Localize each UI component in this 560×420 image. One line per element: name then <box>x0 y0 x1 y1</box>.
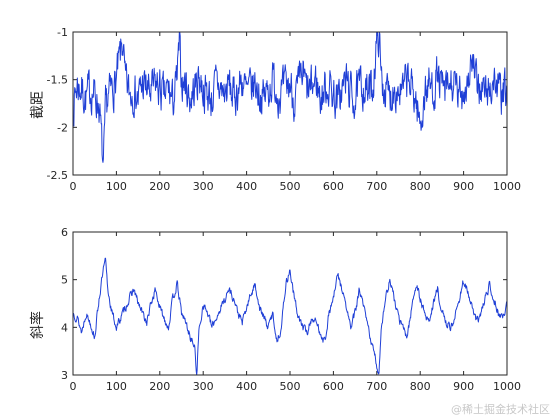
intercept-xtick-label: 200 <box>149 180 170 193</box>
intercept-xtick-label: 600 <box>323 180 344 193</box>
intercept-xtick-label: 300 <box>193 180 214 193</box>
slope-xtick-label: 100 <box>106 380 127 393</box>
intercept-ytick-label: -1 <box>57 26 68 39</box>
intercept-axes-box <box>72 31 508 176</box>
slope-ytick-label: 3 <box>61 369 68 382</box>
slope-ticks: 0 100 200 300 400 500 600 700 800 900 1000 6 5 4 3 <box>61 226 521 393</box>
intercept-plot: 截距 0 100 200 300 400 500 600 700 800 900 1000 -1 -1.… <box>30 26 521 193</box>
slope-plot: 斜率 0 100 200 300 400 500 600 700 800 900 1000 6 5 4 3 <box>29 226 521 393</box>
intercept-xtick-label: 100 <box>106 180 127 193</box>
intercept-xtick-label: 500 <box>280 180 301 193</box>
intercept-xtick-label: 0 <box>70 180 77 193</box>
intercept-xtick-label: 1000 <box>493 180 521 193</box>
slope-xtick-label: 400 <box>236 380 257 393</box>
slope-series-line <box>72 257 508 376</box>
slope-ytick-label: 5 <box>61 274 68 287</box>
watermark: @稀土掘金技术社区 <box>451 403 550 416</box>
intercept-xtick-label: 700 <box>366 180 387 193</box>
slope-xtick-label: 500 <box>280 380 301 393</box>
slope-xtick-label: 800 <box>410 380 431 393</box>
slope-xtick-label: 900 <box>453 380 474 393</box>
slope-xtick-label: 700 <box>366 380 387 393</box>
slope-series <box>72 257 508 376</box>
intercept-ytick-label: -2.5 <box>47 169 68 182</box>
slope-ytick-label: 6 <box>61 226 68 239</box>
slope-xtick-label: 300 <box>193 380 214 393</box>
intercept-ticks: 0 100 200 300 400 500 600 700 800 900 1000 -1 -1.5 -2… <box>47 26 521 193</box>
slope-xtick-label: 200 <box>149 380 170 393</box>
intercept-xtick-label: 800 <box>410 180 431 193</box>
slope-ylabel: 斜率 <box>29 311 46 339</box>
intercept-xtick-label: 400 <box>236 180 257 193</box>
intercept-series-line <box>72 31 508 163</box>
slope-xtick-label: 1000 <box>493 380 521 393</box>
intercept-series <box>72 31 508 163</box>
slope-ytick-label: 4 <box>61 321 68 334</box>
slope-xtick-label: 0 <box>70 380 77 393</box>
intercept-ytick-label: -1.5 <box>47 74 68 87</box>
intercept-ytick-label: -2 <box>57 121 68 134</box>
intercept-ylabel: 截距 <box>30 91 46 119</box>
intercept-xtick-label: 900 <box>453 180 474 193</box>
slope-xtick-label: 600 <box>323 380 344 393</box>
slope-axes-box <box>72 231 508 376</box>
